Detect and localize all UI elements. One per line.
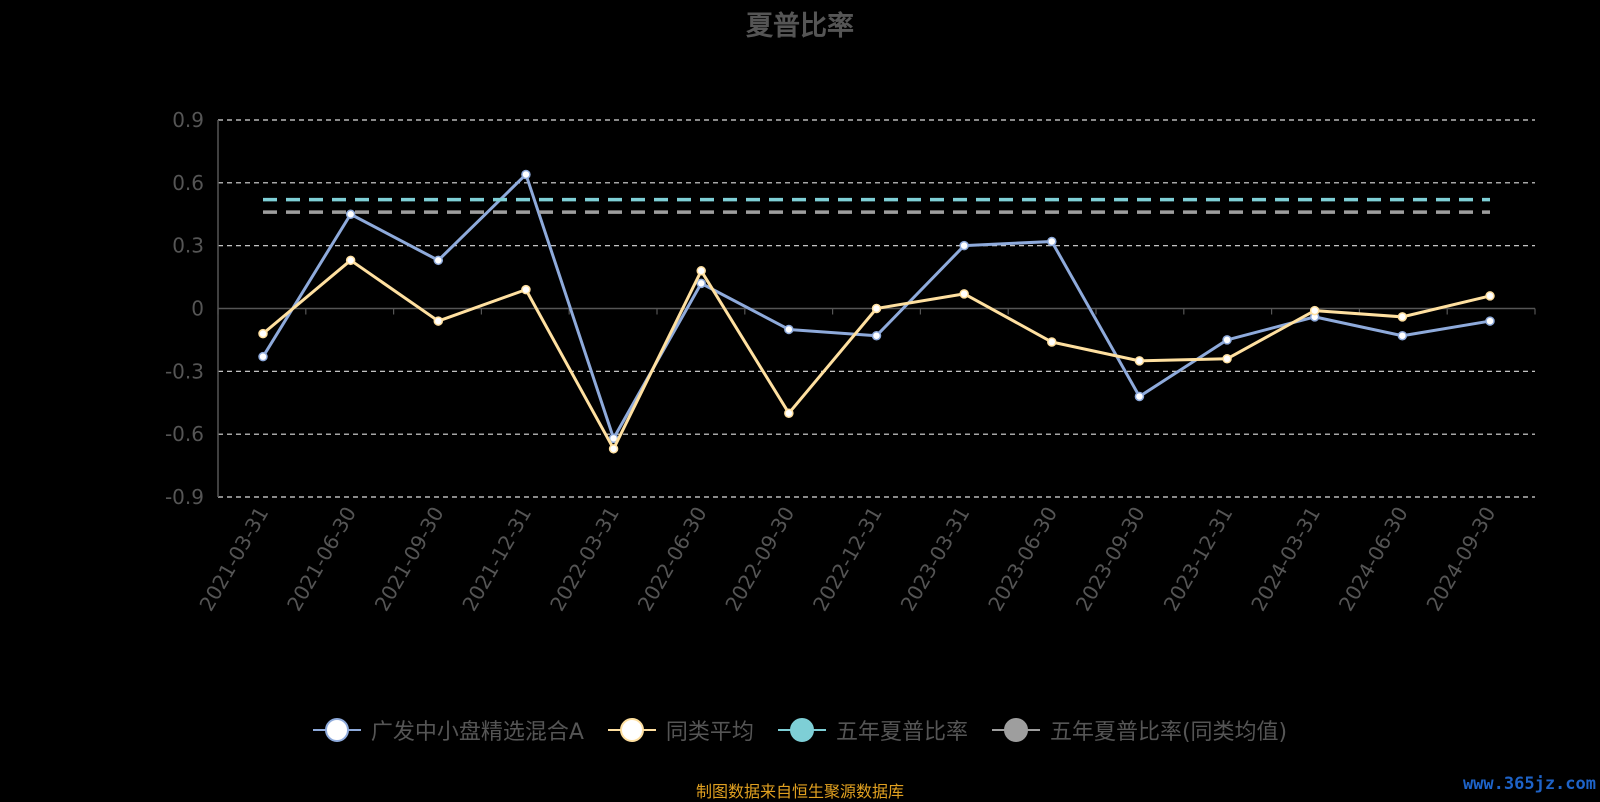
data-point [345,255,356,266]
legend-item-3[interactable]: 五年夏普比率(同类均值) [991,714,1288,746]
x-tick-label: 2024-06-30 [1334,503,1413,616]
x-tick-label: 2021-12-31 [457,503,536,616]
x-tick-label: 2023-12-31 [1158,503,1237,616]
data-point [1047,337,1057,347]
legend-label: 广发中小盘精选混合A [370,720,584,745]
legend-label: 五年夏普比率 [835,720,968,745]
legend-marker-icon [607,718,656,742]
data-point [871,330,882,341]
legend-marker-icon [312,718,361,742]
data-source-note: 制图数据来自恒生聚源数据库 [695,782,904,801]
series-0 [258,169,1495,444]
data-point [1397,312,1408,322]
legend: 广发中小盘精选混合A 同类平均 五年夏普比率 五年夏普比率(同类均值) [0,714,1600,746]
legend-label: 五年夏普比率(同类均值) [1049,720,1288,745]
data-point [1222,354,1232,364]
x-tick-label: 2024-03-31 [1246,503,1325,616]
data-point [433,316,444,326]
legend-item-1[interactable]: 同类平均 [607,714,754,746]
data-point [1222,335,1232,345]
data-point [521,169,531,180]
data-point [959,289,969,299]
data-point [1485,316,1495,326]
data-point [871,303,882,314]
data-point [345,209,356,219]
legend-marker-icon [777,718,826,742]
data-point [1485,291,1495,301]
data-point [258,328,268,339]
data-point [696,266,706,276]
x-tick-label: 2022-12-31 [808,503,887,616]
x-tick-label: 2023-03-31 [896,502,975,615]
y-tick-label: 0.9 [172,108,204,132]
data-point [433,255,444,266]
x-tick-label: 2021-03-31 [194,503,273,616]
data-point [959,240,969,251]
data-point [696,278,706,289]
data-point [784,324,794,335]
x-tick-label: 2023-06-30 [983,503,1062,616]
data-point [1134,391,1145,402]
watermark: www.365jz.com [1462,774,1596,794]
y-tick-label: 0.3 [172,234,204,258]
legend-marker-icon [991,718,1040,742]
x-tick-label: 2022-09-30 [720,503,799,616]
data-point [1134,356,1145,366]
series-line [262,258,1491,451]
y-tick-label: -0.9 [165,485,204,509]
legend-item-2[interactable]: 五年夏普比率 [777,714,968,746]
y-tick-label: 0.6 [172,171,204,195]
data-point [1309,305,1320,316]
chart-title: 夏普比率 [746,11,854,42]
x-tick-label: 2023-09-30 [1071,503,1150,616]
y-tick-label: 0 [191,297,204,321]
x-tick-label: 2022-06-30 [633,503,712,616]
y-tick-label: -0.3 [165,359,204,383]
data-point [784,408,794,418]
data-point [521,284,531,295]
data-point [258,351,268,362]
data-point [608,444,619,454]
x-tick-label: 2024-09-30 [1421,503,1500,616]
legend-item-0[interactable]: 广发中小盘精选混合A [312,714,584,746]
y-tick-label: -0.6 [165,422,204,446]
x-tick-label: 2021-06-30 [282,503,361,616]
series-1 [258,255,1495,454]
legend-label: 同类平均 [665,720,754,745]
x-tick-label: 2021-09-30 [370,503,449,616]
data-point [1047,236,1057,247]
x-tick-label: 2022-03-31 [545,503,624,616]
data-point [1397,330,1408,341]
